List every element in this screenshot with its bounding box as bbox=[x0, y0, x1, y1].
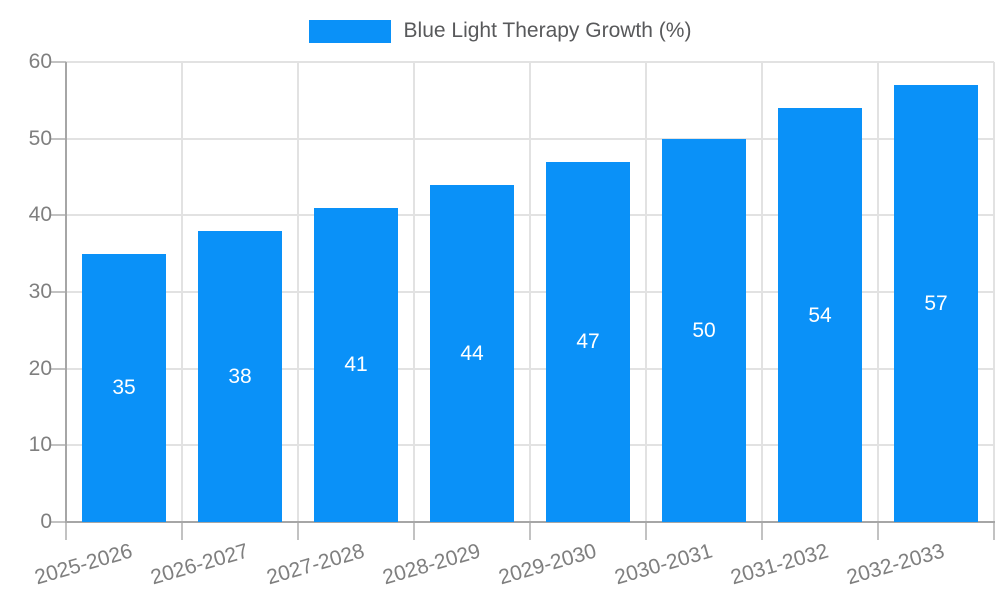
gridline-vertical bbox=[993, 62, 995, 522]
bar-value-label: 47 bbox=[576, 330, 600, 354]
legend-swatch-icon bbox=[308, 19, 391, 43]
y-tick-label: 0 bbox=[40, 510, 52, 533]
bar: 35 bbox=[82, 253, 166, 522]
y-tick-label: 20 bbox=[28, 356, 52, 380]
y-tick-label: 30 bbox=[28, 280, 52, 303]
y-tick-label: 10 bbox=[28, 433, 52, 457]
y-axis-tick bbox=[50, 137, 66, 140]
y-axis-tick bbox=[50, 291, 66, 293]
gridline-vertical bbox=[645, 62, 647, 522]
bar-value-label: 54 bbox=[808, 303, 832, 327]
x-axis-line bbox=[65, 521, 995, 523]
y-axis-tick bbox=[50, 214, 66, 217]
x-axis-tick bbox=[645, 522, 647, 540]
gridline-vertical bbox=[413, 62, 415, 522]
y-axis-tick bbox=[50, 521, 66, 523]
bar: 54 bbox=[778, 108, 862, 522]
bar-value-label: 35 bbox=[112, 376, 136, 400]
bar: 47 bbox=[546, 161, 630, 522]
gridline-vertical bbox=[761, 62, 763, 522]
y-axis-line bbox=[65, 62, 67, 522]
y-tick-label: 50 bbox=[28, 126, 52, 150]
gridline-vertical bbox=[297, 62, 299, 522]
x-axis-tick bbox=[761, 522, 763, 540]
x-axis-tick bbox=[529, 522, 531, 540]
bar: 41 bbox=[314, 207, 398, 522]
x-axis-tick bbox=[181, 522, 183, 540]
y-axis-tick bbox=[50, 61, 66, 63]
bar-value-label: 50 bbox=[692, 318, 716, 342]
y-axis-tick bbox=[50, 367, 66, 370]
x-axis-tick bbox=[413, 522, 415, 540]
y-tick-label: 40 bbox=[28, 203, 52, 227]
bar: 38 bbox=[198, 230, 282, 522]
bar-value-label: 44 bbox=[460, 341, 484, 365]
x-axis-tick bbox=[65, 522, 67, 540]
bar: 57 bbox=[894, 85, 978, 522]
gridline-vertical bbox=[181, 62, 183, 522]
chart-legend: Blue Light Therapy Growth (%) bbox=[0, 19, 1000, 43]
x-axis-tick bbox=[297, 522, 299, 540]
bar: 44 bbox=[430, 184, 514, 522]
x-axis-tick bbox=[877, 522, 879, 540]
x-axis-tick bbox=[993, 522, 995, 540]
bar-value-label: 57 bbox=[924, 292, 948, 315]
y-axis-tick bbox=[50, 444, 66, 447]
gridline-vertical bbox=[529, 62, 531, 522]
y-tick-label: 60 bbox=[28, 50, 52, 73]
bar-value-label: 41 bbox=[344, 353, 368, 377]
gridline-vertical bbox=[877, 62, 879, 522]
legend-label: Blue Light Therapy Growth (%) bbox=[403, 19, 692, 42]
bar: 50 bbox=[662, 138, 746, 522]
bar-value-label: 38 bbox=[228, 364, 252, 388]
